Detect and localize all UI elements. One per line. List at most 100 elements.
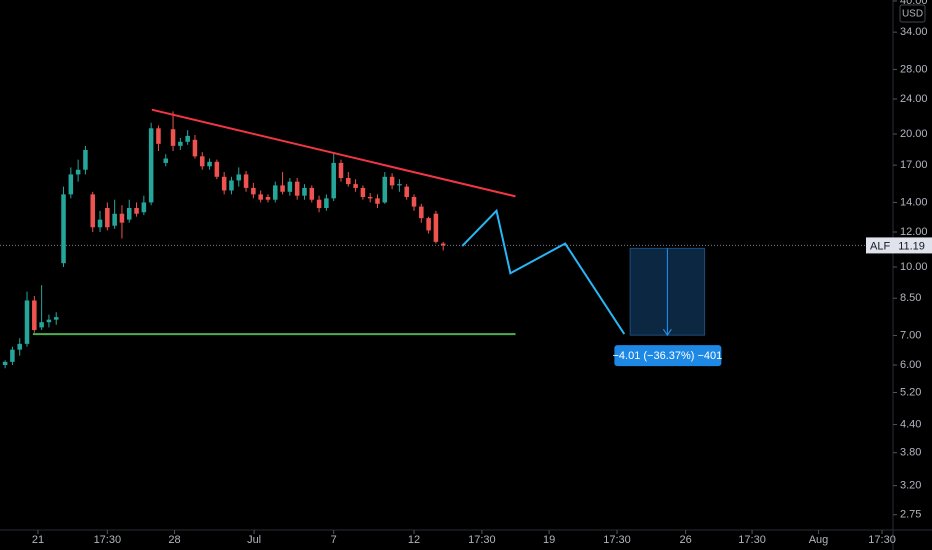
candle-body (251, 187, 256, 195)
x-tick-label: 7 (331, 534, 337, 546)
x-tick-label: Jul (247, 534, 261, 546)
candle-body (97, 219, 103, 228)
candle-body (24, 300, 30, 344)
candle-body (192, 139, 198, 157)
candle-body (316, 199, 322, 208)
candle-body (360, 187, 366, 198)
candle-body (265, 197, 271, 200)
candle-body (207, 161, 212, 167)
x-tick-label: 21 (32, 534, 44, 546)
candle-body (280, 185, 285, 192)
candle-body (389, 176, 395, 186)
candle-body (294, 181, 300, 196)
price-label: ALF 11.19 (870, 240, 925, 252)
y-tick-label: 34.00 (900, 26, 928, 38)
candle-body (75, 169, 81, 175)
candle-body (46, 319, 52, 323)
candle-body (10, 349, 15, 362)
candle-body (68, 174, 74, 195)
candle-body (214, 161, 220, 177)
candle-body (397, 184, 402, 186)
candle-body (17, 343, 22, 350)
x-tick-label: 28 (168, 534, 180, 546)
candle-body (309, 187, 315, 200)
y-tick-label: 24.00 (900, 93, 928, 105)
candle-body (170, 129, 176, 146)
y-tick-label: 6.00 (900, 359, 921, 371)
y-tick-label: 14.00 (900, 196, 928, 208)
y-tick-label: 8.50 (900, 292, 921, 304)
drawing-line (151, 108, 516, 198)
candle-body (331, 162, 336, 199)
candle-body (2, 361, 8, 366)
currency: USD (902, 9, 923, 20)
candle-body (185, 135, 190, 142)
candle-body (178, 141, 183, 146)
y-tick-label: 3.20 (900, 480, 921, 492)
drawing-line (461, 208, 626, 335)
y-tick-label: 40.00 (900, 0, 928, 7)
candle-body (61, 194, 66, 264)
currency-box (899, 4, 926, 23)
candle-body (199, 156, 205, 167)
candle-body (367, 197, 373, 199)
y-tick-label: 17.00 (900, 159, 928, 171)
x-tick-label: Aug (809, 534, 829, 546)
candle-body (353, 184, 358, 188)
position-arrowhead (662, 328, 672, 337)
candle-body (126, 207, 132, 220)
y-tick-label: 5.20 (900, 386, 921, 398)
candle-body (440, 243, 446, 246)
x-tick-label: 17:30 (468, 534, 496, 546)
candle-body (324, 198, 329, 208)
candle-body (346, 178, 351, 185)
candle-body (426, 218, 431, 231)
candle-body (156, 128, 161, 144)
candle-body (273, 185, 278, 200)
candle-body (375, 198, 380, 204)
candle-body (382, 176, 388, 203)
candle-body (411, 197, 417, 207)
candle-body (90, 194, 95, 228)
y-tick-label: 7.00 (900, 329, 921, 341)
y-tick-label: 28.00 (900, 63, 928, 75)
x-tick-label: 17:30 (738, 534, 766, 546)
last-price: 11.19 (898, 240, 925, 252)
candle-body (221, 176, 227, 191)
candle-body (338, 162, 344, 179)
candle-body (302, 187, 307, 196)
candle-body (287, 181, 293, 192)
y-tick-label: 3.80 (900, 447, 921, 459)
symbol: ALF (870, 240, 890, 252)
y-tick-label: 10.00 (900, 261, 928, 273)
candle-body (134, 207, 139, 214)
candle-body (243, 174, 249, 188)
candle-body (39, 322, 44, 328)
x-tick-label: 17:30 (868, 534, 896, 546)
candle-body (32, 300, 37, 331)
x-tick-label: 17:30 (94, 534, 122, 546)
candle-body (258, 194, 263, 200)
candle-body (112, 213, 117, 226)
position-label: −4.01 (−36.37%) −401 (612, 350, 722, 362)
candle-body (83, 149, 88, 170)
y-tick-label: 20.00 (900, 128, 928, 140)
candle-body (119, 213, 125, 223)
y-tick-label: 4.40 (900, 418, 921, 430)
candle-body (419, 206, 424, 219)
y-tick-label: 2.75 (900, 509, 921, 521)
candle-body (163, 158, 169, 163)
position-label-bg (614, 345, 722, 367)
x-tick-label: 12 (408, 534, 420, 546)
candle-body (229, 180, 234, 191)
y-tick-label: 12.00 (900, 226, 928, 238)
candle-body (53, 317, 59, 320)
candle-body (404, 186, 409, 198)
x-tick-label: 19 (543, 534, 555, 546)
price-label-bg (866, 237, 932, 254)
candle-body (105, 207, 110, 228)
x-tick-label: 17:30 (603, 534, 631, 546)
candle-body (236, 174, 242, 181)
